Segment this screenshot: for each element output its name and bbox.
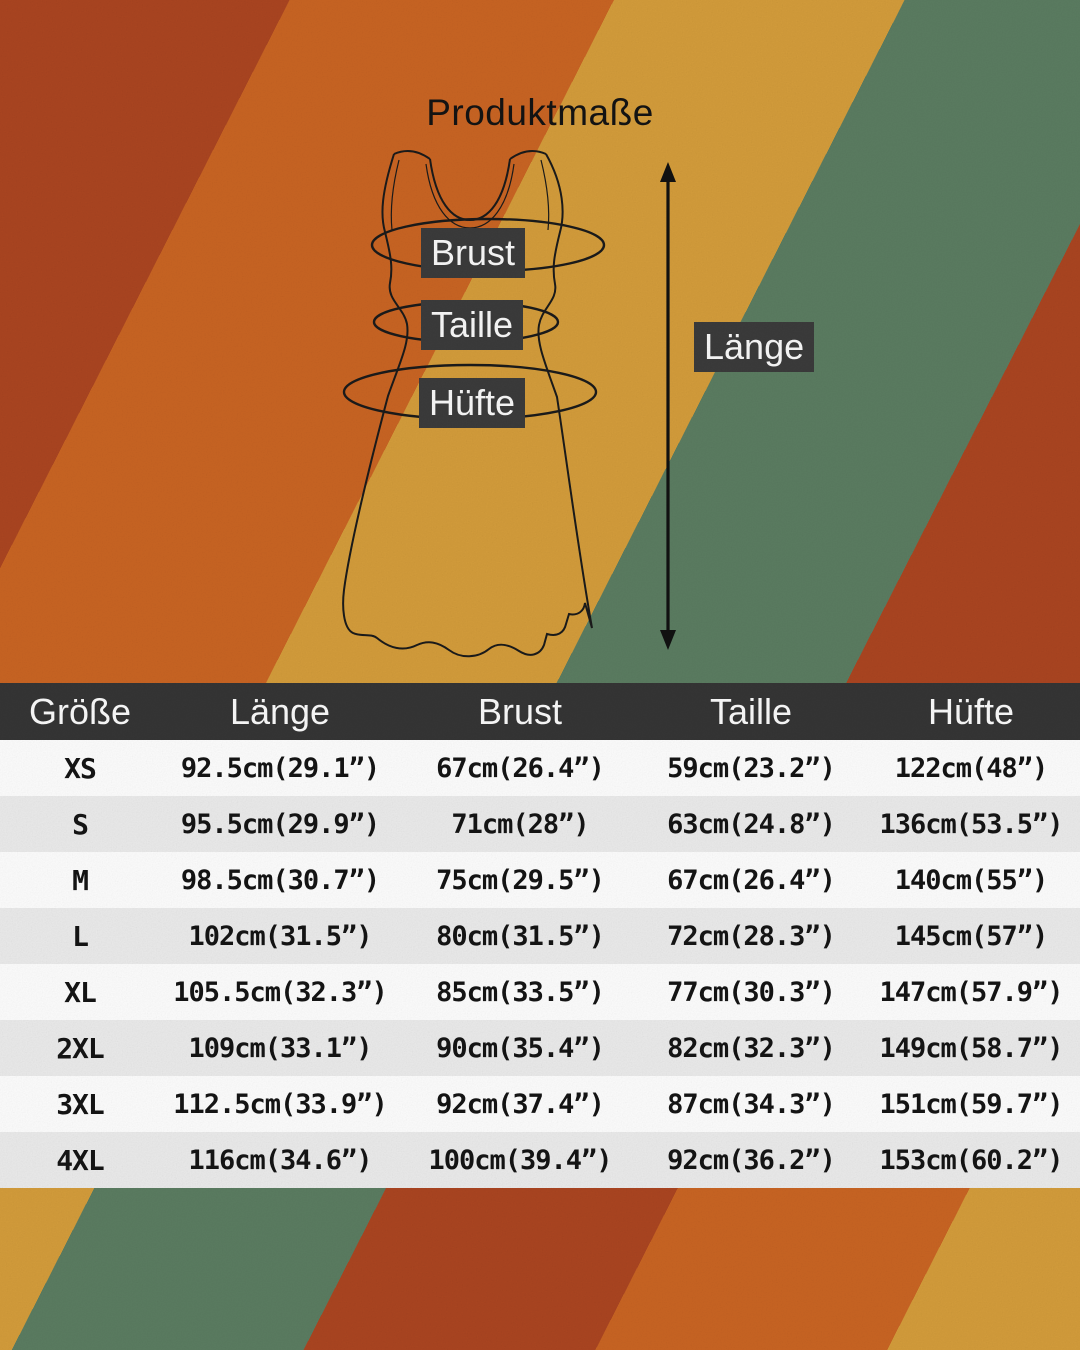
- cell-bust: 71cm(28”): [451, 808, 589, 840]
- cell-length: 109cm(33.1”): [188, 1032, 372, 1064]
- striped-background-bottom: [0, 1188, 1080, 1350]
- col-header-groesse: Größe: [28, 690, 132, 732]
- cell-waist: 63cm(24.8”): [667, 808, 836, 840]
- cell-waist: 77cm(30.3”): [667, 976, 836, 1008]
- cell-length: 92.5cm(29.1”): [180, 752, 380, 784]
- cell-length: 105.5cm(32.3”): [173, 976, 388, 1008]
- cell-bust: 85cm(33.5”): [436, 976, 605, 1008]
- cell-length: 116cm(34.6”): [188, 1144, 372, 1176]
- cell-waist: 92cm(36.2”): [667, 1144, 836, 1176]
- length-arrow-icon: [660, 162, 676, 650]
- length-label: Länge: [694, 322, 815, 373]
- table-row: L 102cm(31.5”) 80cm(31.5”) 72cm(28.3”) 1…: [0, 908, 1080, 964]
- strap-top-left: [393, 149, 431, 160]
- cell-hip: 151cm(59.7”): [879, 1088, 1063, 1120]
- cell-hip: 149cm(58.7”): [879, 1032, 1063, 1064]
- cell-waist: 59cm(23.2”): [667, 752, 836, 784]
- cell-length: 102cm(31.5”): [188, 920, 372, 952]
- table-row: XS 92.5cm(29.1”) 67cm(26.4”) 59cm(23.2”)…: [0, 740, 1080, 796]
- table-row: M 98.5cm(30.7”) 75cm(29.5”) 67cm(26.4”) …: [0, 852, 1080, 908]
- cell-hip: 145cm(57”): [894, 920, 1049, 952]
- cell-hip: 140cm(55”): [894, 864, 1049, 896]
- cell-size: M: [72, 863, 89, 897]
- col-header-huefte: Hüfte: [927, 690, 1015, 732]
- cell-size: 2XL: [56, 1031, 105, 1065]
- bust-label: Brust: [421, 228, 526, 279]
- cell-size: S: [72, 807, 89, 841]
- cell-waist: 82cm(32.3”): [667, 1032, 836, 1064]
- cell-size: 3XL: [56, 1087, 105, 1121]
- cell-bust: 90cm(35.4”): [436, 1032, 605, 1064]
- page-title: Produktmaße: [426, 92, 654, 133]
- table-row: XL 105.5cm(32.3”) 85cm(33.5”) 77cm(30.3”…: [0, 964, 1080, 1020]
- cell-hip: 147cm(57.9”): [879, 976, 1063, 1008]
- cell-bust: 67cm(26.4”): [436, 752, 605, 784]
- cell-bust: 75cm(29.5”): [436, 864, 605, 896]
- col-header-laenge: Länge: [229, 690, 331, 732]
- table-header-row: Größe Länge Brust Taille Hüfte: [0, 683, 1080, 740]
- cell-waist: 67cm(26.4”): [667, 864, 836, 896]
- table-body: XS 92.5cm(29.1”) 67cm(26.4”) 59cm(23.2”)…: [0, 740, 1080, 1188]
- cell-length: 98.5cm(30.7”): [180, 864, 380, 896]
- table-row: 2XL 109cm(33.1”) 90cm(35.4”) 82cm(32.3”)…: [0, 1020, 1080, 1076]
- size-table: Größe Länge Brust Taille Hüfte XS 92.5cm…: [0, 683, 1080, 1188]
- col-header-taille: Taille: [709, 690, 793, 732]
- table-row: 4XL 116cm(34.6”) 100cm(39.4”) 92cm(36.2”…: [0, 1132, 1080, 1188]
- cell-hip: 122cm(48”): [894, 752, 1049, 784]
- cell-waist: 72cm(28.3”): [667, 920, 836, 952]
- cell-hip: 153cm(60.2”): [879, 1144, 1063, 1176]
- waist-label: Taille: [421, 300, 524, 351]
- armhole-right: [540, 159, 550, 231]
- cell-hip: 136cm(53.5”): [879, 808, 1063, 840]
- table-row: 3XL 112.5cm(33.9”) 92cm(37.4”) 87cm(34.3…: [0, 1076, 1080, 1132]
- cell-bust: 92cm(37.4”): [436, 1088, 605, 1120]
- cell-bust: 80cm(31.5”): [436, 920, 605, 952]
- col-header-brust: Brust: [477, 690, 563, 732]
- cell-size: 4XL: [56, 1143, 105, 1177]
- cell-length: 112.5cm(33.9”): [173, 1088, 388, 1120]
- hip-label: Hüfte: [419, 378, 526, 429]
- table-row: S 95.5cm(29.9”) 71cm(28”) 63cm(24.8”) 13…: [0, 796, 1080, 852]
- armhole-left: [390, 159, 400, 231]
- strap-top-right: [509, 149, 547, 160]
- cell-size: XL: [64, 975, 97, 1009]
- cell-size: XS: [64, 751, 97, 785]
- cell-bust: 100cm(39.4”): [428, 1144, 612, 1176]
- cell-size: L: [72, 919, 89, 953]
- cell-waist: 87cm(34.3”): [667, 1088, 836, 1120]
- cell-length: 95.5cm(29.9”): [180, 808, 380, 840]
